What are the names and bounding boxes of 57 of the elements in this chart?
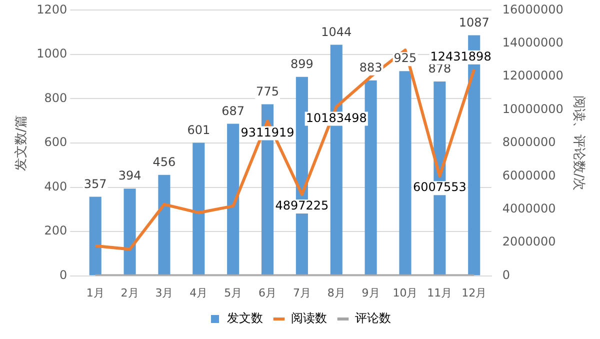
y2-tick-label: 0 [502, 268, 510, 282]
x-tick-label: 3月 [155, 286, 174, 300]
y-tick-label: 1200 [36, 2, 68, 16]
x-tick-label: 6月 [258, 286, 277, 300]
x-tick-label: 8月 [327, 286, 346, 300]
legend-label: 评论数 [355, 311, 391, 326]
y2-tick-label: 2000000 [502, 234, 556, 249]
y2-tick-label: 12000000 [502, 68, 564, 83]
data-label: 4897225 [275, 198, 329, 213]
data-label: 1087 [458, 15, 490, 30]
y2-tick-label: 6000000 [502, 168, 556, 182]
data-label: 357 [84, 176, 107, 191]
bar [227, 124, 240, 276]
bar [399, 71, 412, 276]
x-tick-label: 10月 [392, 286, 418, 300]
y-tick-label: 0 [60, 268, 68, 282]
bar [124, 188, 136, 276]
x-tick-label: 7月 [292, 286, 311, 300]
y-tick-label: 1000 [36, 46, 68, 61]
x-tick-label: 1月 [86, 286, 104, 300]
y-tick-label: 200 [44, 224, 68, 238]
data-label: 925 [394, 51, 417, 66]
data-label: 775 [256, 84, 279, 98]
y2-tick-label: 10000000 [502, 102, 564, 116]
y-tick-label: 400 [44, 179, 68, 194]
legend-label: 阅读数 [291, 311, 327, 326]
data-label: 456 [152, 154, 176, 169]
bar [89, 196, 102, 276]
data-label: 899 [290, 56, 314, 71]
bar [364, 80, 377, 276]
data-label: 12431898 [430, 50, 492, 64]
x-tick-label: 12月 [462, 286, 487, 300]
y2-axis-title: 阅读、评论数/次 [570, 95, 586, 191]
x-tick-label: 2月 [120, 286, 139, 300]
data-label: 10183498 [306, 110, 367, 125]
bar [158, 174, 170, 276]
y2-tick-label: 14000000 [502, 36, 564, 50]
y2-tick-label: 16000000 [502, 2, 564, 16]
data-label: 394 [118, 168, 142, 183]
x-tick-label: 5月 [224, 286, 242, 300]
y-tick-label: 600 [44, 135, 68, 150]
y2-tick-label: 8000000 [502, 135, 556, 150]
y-tick-label: 800 [44, 90, 68, 105]
data-label: 687 [222, 104, 245, 118]
x-tick-label: 4月 [190, 286, 208, 300]
data-label: 883 [359, 60, 382, 74]
data-label: 9311919 [240, 125, 294, 140]
y-axis-title: 发文数/篇 [14, 114, 30, 172]
data-label: 6007553 [412, 180, 466, 194]
data-label: 878 [428, 62, 452, 76]
x-tick-label: 11月 [427, 286, 452, 300]
bar [192, 142, 205, 276]
y2-tick-label: 4000000 [502, 202, 556, 216]
legend-label: 发文数 [227, 311, 263, 326]
x-tick-label: 9月 [362, 286, 380, 300]
data-label: 601 [187, 122, 210, 137]
data-label: 1044 [321, 24, 352, 39]
